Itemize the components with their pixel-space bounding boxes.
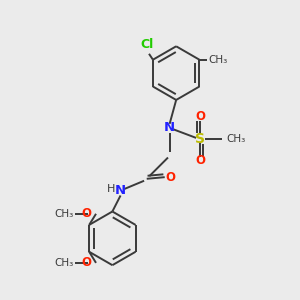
Text: O: O [195, 154, 205, 167]
Text: CH₃: CH₃ [208, 55, 227, 65]
Text: CH₃: CH₃ [55, 258, 74, 268]
Text: N: N [164, 121, 175, 134]
Text: O: O [195, 110, 205, 123]
Text: H: H [107, 184, 116, 194]
Text: O: O [82, 207, 92, 220]
Text: O: O [165, 171, 175, 184]
Text: CH₃: CH₃ [55, 209, 74, 219]
Text: N: N [115, 184, 126, 197]
Text: S: S [195, 131, 205, 146]
Text: O: O [82, 256, 92, 269]
Text: Cl: Cl [140, 38, 154, 50]
Text: CH₃: CH₃ [226, 134, 245, 143]
